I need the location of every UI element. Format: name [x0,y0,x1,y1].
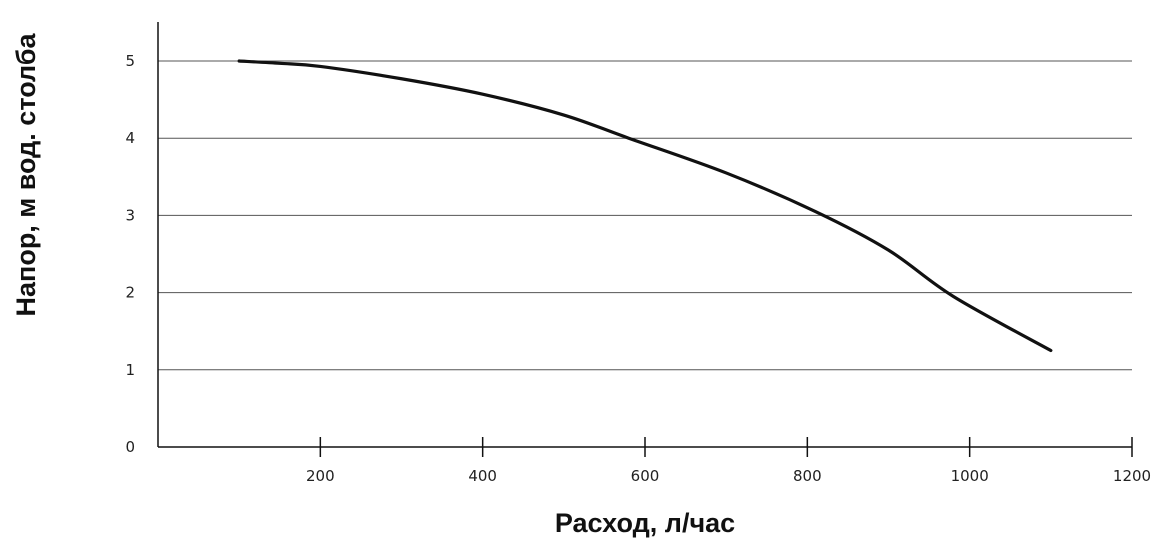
series-layer [237,59,1053,353]
y-tick-label: 4 [125,129,135,147]
axes [157,22,1133,457]
y-tick-label: 3 [125,206,135,224]
x-tick-label: 400 [468,467,497,485]
y-axis-label: Напор, м вод. столба [11,33,41,317]
x-tick-label: 200 [306,467,335,485]
x-tick-labels: 200 400 600 800 1000 1200 [306,467,1151,485]
x-axis-label: Расход, л/час [555,508,735,538]
series-line [237,59,1053,353]
x-tick-label: 600 [631,467,660,485]
gridlines [158,60,1132,371]
x-tick-label: 800 [793,467,822,485]
y-tick-labels: 0 1 2 3 4 5 [125,52,135,456]
y-tick-label: 5 [125,52,135,70]
x-tick-label: 1200 [1113,467,1151,485]
y-tick-label: 2 [125,284,135,302]
x-tick-label: 1000 [951,467,989,485]
y-tick-label: 0 [125,438,135,456]
y-tick-label: 1 [125,361,135,379]
